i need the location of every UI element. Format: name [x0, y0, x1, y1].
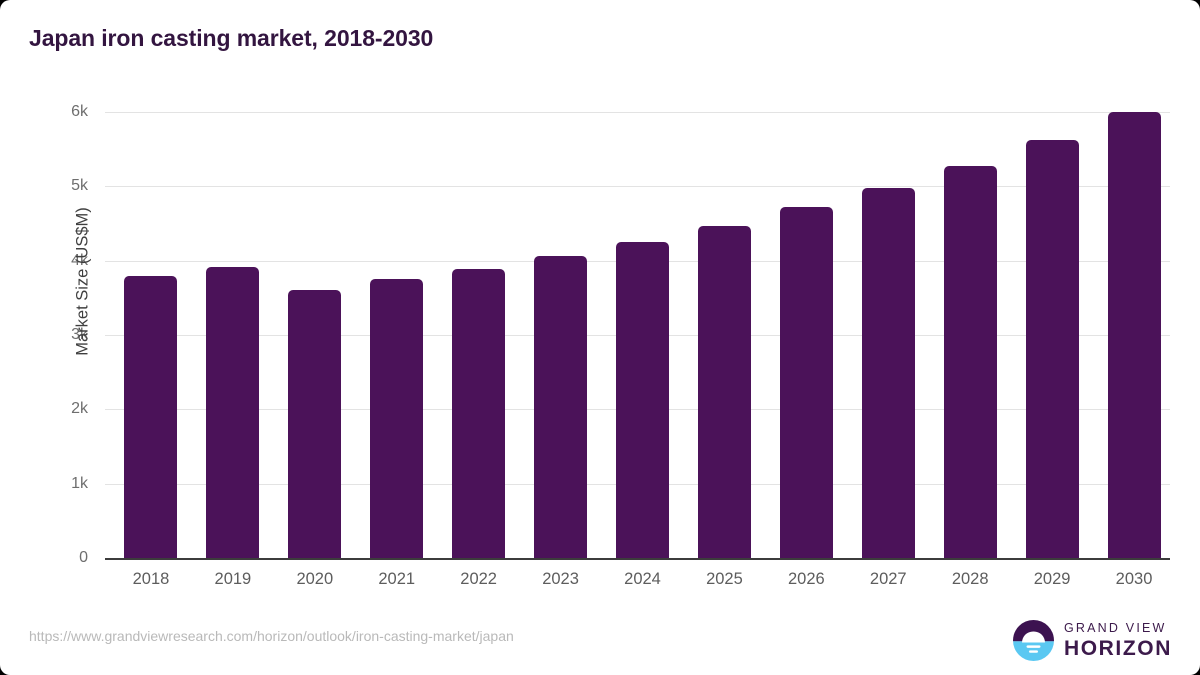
x-axis-tick-label: 2029 [1033, 570, 1071, 588]
y-axis-title: Market Size (US$M) [73, 207, 92, 356]
y-axis-tick-label: 1k [71, 474, 88, 492]
bar[interactable] [124, 275, 178, 558]
x-axis-tick-label: 2021 [378, 570, 416, 588]
x-axis-tick-label: 2018 [132, 570, 170, 588]
bar[interactable] [697, 226, 751, 558]
x-axis-tick-label: 2020 [296, 570, 334, 588]
bar[interactable] [1025, 140, 1079, 558]
bar[interactable] [452, 268, 506, 558]
x-axis-tick-label: 2028 [951, 570, 989, 588]
bar[interactable] [288, 290, 342, 558]
y-axis-tick-label: 5k [71, 177, 88, 195]
brand-logo[interactable]: GRAND VIEW HORIZON [1012, 620, 1172, 661]
y-axis-tick-label: 0 [79, 549, 88, 566]
page-title: Japan iron casting market, 2018-2030 [29, 25, 434, 51]
gridline [105, 112, 1170, 113]
x-axis-tick-label: 2030 [1115, 570, 1153, 588]
y-axis-tick-label: 4k [71, 251, 88, 269]
y-axis-tick-label: 3k [71, 326, 88, 343]
bar[interactable] [943, 165, 997, 558]
source-url[interactable]: https://www.grandviewresearch.com/horizo… [29, 628, 514, 644]
x-axis-tick-label: 2026 [787, 570, 825, 588]
x-axis-tick-label: 2024 [624, 570, 661, 588]
bar[interactable] [534, 256, 588, 558]
horizon-circle-icon [1012, 620, 1054, 661]
bar[interactable] [370, 278, 424, 558]
y-axis-tick-label: 6k [71, 103, 88, 120]
x-axis-tick-label: 2027 [869, 570, 907, 588]
plot-area: 0 1k 2k 3k 4k 5k 6k Market Size (US$M) [71, 103, 1170, 566]
bar[interactable] [206, 266, 260, 558]
x-axis-tick-label: 2023 [542, 570, 579, 588]
y-axis-tick-label: 2k [71, 400, 88, 418]
logo-line-grand-view: GRAND VIEW [1063, 620, 1167, 635]
logo-wordmark: GRAND VIEW HORIZON [1064, 622, 1172, 660]
bar[interactable] [616, 242, 669, 558]
logo-line-horizon: HORIZON [1063, 637, 1172, 661]
gridline [105, 186, 1170, 188]
x-axis-tick-label: 2022 [460, 570, 497, 588]
x-axis-tick-label: 2019 [214, 570, 252, 588]
bar[interactable] [779, 207, 833, 558]
bar[interactable] [861, 187, 915, 558]
x-axis-tick-label: 2025 [706, 570, 743, 588]
bar[interactable] [1107, 112, 1161, 558]
x-axis-line [105, 558, 1170, 560]
